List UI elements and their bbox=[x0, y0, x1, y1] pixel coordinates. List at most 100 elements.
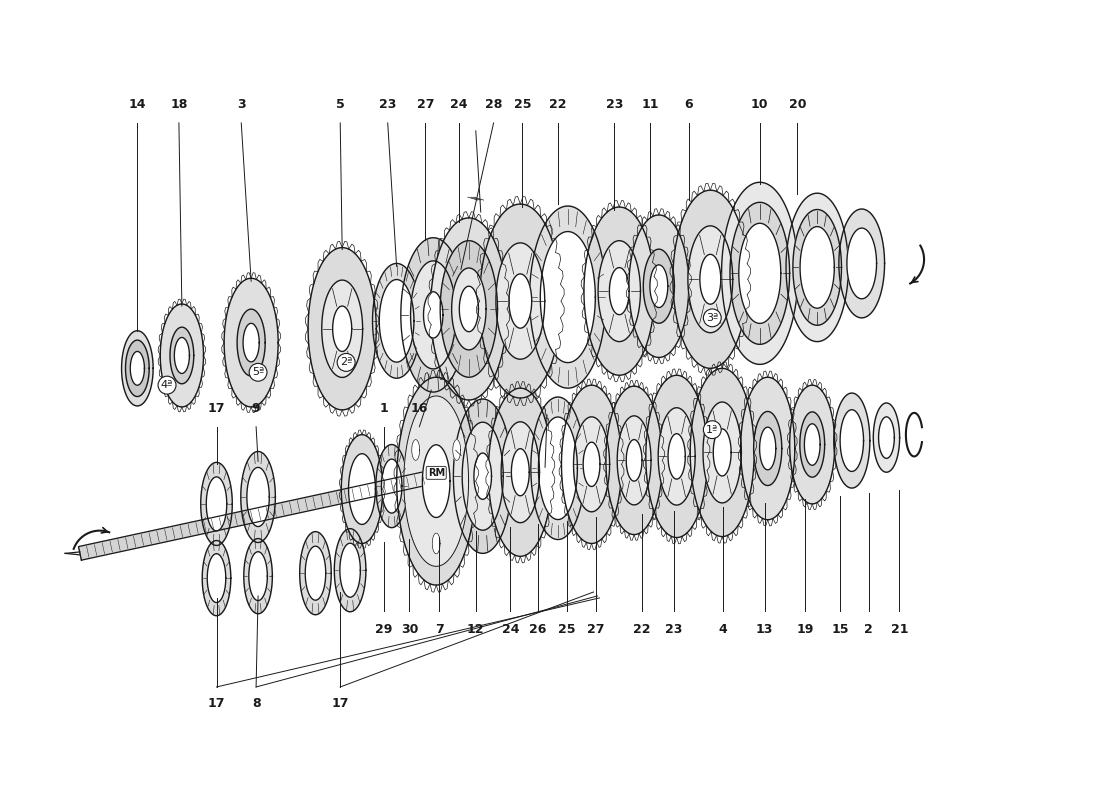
Polygon shape bbox=[873, 403, 900, 472]
Polygon shape bbox=[170, 327, 194, 384]
Polygon shape bbox=[340, 543, 361, 598]
Polygon shape bbox=[460, 286, 478, 332]
Text: 13: 13 bbox=[756, 622, 773, 636]
Polygon shape bbox=[722, 182, 798, 364]
Polygon shape bbox=[332, 306, 352, 351]
Polygon shape bbox=[583, 442, 600, 486]
Polygon shape bbox=[246, 467, 270, 526]
Polygon shape bbox=[430, 218, 507, 400]
Polygon shape bbox=[668, 434, 685, 479]
Polygon shape bbox=[462, 422, 503, 530]
Polygon shape bbox=[440, 241, 497, 378]
Polygon shape bbox=[207, 554, 226, 602]
Polygon shape bbox=[754, 411, 782, 486]
Polygon shape bbox=[174, 338, 189, 374]
Polygon shape bbox=[410, 261, 455, 369]
Polygon shape bbox=[626, 439, 642, 481]
Polygon shape bbox=[397, 378, 475, 585]
Polygon shape bbox=[609, 267, 629, 314]
Polygon shape bbox=[673, 190, 748, 368]
Polygon shape bbox=[376, 445, 407, 528]
Text: 17: 17 bbox=[331, 697, 349, 710]
Polygon shape bbox=[786, 193, 848, 342]
Text: 4: 4 bbox=[718, 622, 727, 636]
Polygon shape bbox=[334, 529, 366, 612]
Text: 27: 27 bbox=[586, 622, 604, 636]
Text: 7: 7 bbox=[434, 622, 443, 636]
Polygon shape bbox=[244, 538, 273, 614]
Polygon shape bbox=[125, 340, 150, 397]
Text: 3: 3 bbox=[236, 98, 245, 111]
Polygon shape bbox=[688, 226, 733, 333]
Polygon shape bbox=[509, 274, 531, 328]
Text: 4ª: 4ª bbox=[161, 380, 173, 390]
Polygon shape bbox=[573, 417, 609, 512]
Polygon shape bbox=[299, 532, 331, 614]
Text: 20: 20 bbox=[789, 98, 806, 111]
Text: 24: 24 bbox=[450, 98, 468, 111]
Text: 9: 9 bbox=[252, 402, 261, 415]
Polygon shape bbox=[804, 424, 821, 466]
Text: 28: 28 bbox=[485, 98, 503, 111]
Polygon shape bbox=[400, 238, 465, 392]
Polygon shape bbox=[249, 552, 267, 601]
Polygon shape bbox=[422, 445, 450, 518]
Text: 25: 25 bbox=[558, 622, 575, 636]
Text: 14: 14 bbox=[129, 98, 146, 111]
Polygon shape bbox=[713, 429, 732, 476]
Text: 10: 10 bbox=[751, 98, 769, 111]
Polygon shape bbox=[703, 402, 741, 503]
Polygon shape bbox=[847, 228, 877, 299]
Text: 23: 23 bbox=[606, 98, 623, 111]
Polygon shape bbox=[308, 248, 376, 410]
Polygon shape bbox=[644, 249, 674, 323]
Polygon shape bbox=[606, 386, 662, 534]
Polygon shape bbox=[790, 385, 835, 504]
Text: 17: 17 bbox=[208, 697, 226, 710]
Polygon shape bbox=[658, 408, 695, 505]
Polygon shape bbox=[161, 304, 204, 407]
Text: 12: 12 bbox=[468, 622, 484, 636]
Text: 22: 22 bbox=[634, 622, 651, 636]
Text: 8: 8 bbox=[252, 697, 261, 710]
Polygon shape bbox=[411, 439, 419, 460]
Text: 22: 22 bbox=[549, 98, 566, 111]
Text: 3ª: 3ª bbox=[706, 313, 718, 323]
Text: 21: 21 bbox=[891, 622, 909, 636]
Polygon shape bbox=[740, 378, 795, 520]
Polygon shape bbox=[840, 410, 864, 471]
Polygon shape bbox=[424, 292, 443, 338]
Text: 29: 29 bbox=[375, 622, 393, 636]
Polygon shape bbox=[531, 397, 585, 539]
Polygon shape bbox=[730, 202, 790, 344]
Text: 25: 25 bbox=[514, 98, 531, 111]
Polygon shape bbox=[739, 223, 781, 323]
Polygon shape bbox=[305, 546, 326, 600]
Polygon shape bbox=[341, 434, 383, 543]
Text: RM: RM bbox=[428, 468, 444, 478]
Text: 2: 2 bbox=[865, 622, 873, 636]
Polygon shape bbox=[452, 268, 486, 350]
Text: 6: 6 bbox=[684, 98, 693, 111]
Polygon shape bbox=[629, 215, 689, 358]
Text: 30: 30 bbox=[400, 622, 418, 636]
Text: 19: 19 bbox=[796, 622, 814, 636]
Polygon shape bbox=[202, 541, 231, 616]
Polygon shape bbox=[379, 279, 414, 362]
Polygon shape bbox=[598, 241, 640, 342]
Polygon shape bbox=[760, 427, 775, 470]
Polygon shape bbox=[373, 263, 420, 378]
Polygon shape bbox=[453, 439, 461, 460]
Polygon shape bbox=[700, 254, 720, 304]
Text: 16: 16 bbox=[410, 402, 428, 415]
Polygon shape bbox=[540, 231, 595, 362]
Polygon shape bbox=[453, 399, 512, 554]
Text: 5: 5 bbox=[336, 98, 344, 111]
Text: 5ª: 5ª bbox=[252, 367, 264, 378]
Polygon shape bbox=[480, 204, 561, 398]
Text: 18: 18 bbox=[170, 98, 188, 111]
Polygon shape bbox=[617, 416, 651, 505]
Polygon shape bbox=[382, 459, 402, 513]
Polygon shape bbox=[474, 453, 492, 499]
Text: 1: 1 bbox=[379, 402, 388, 415]
